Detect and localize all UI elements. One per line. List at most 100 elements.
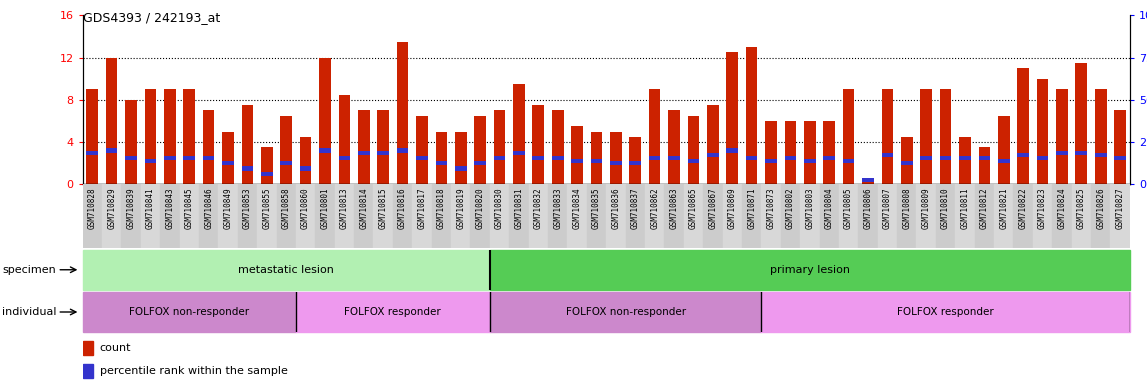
Text: GSM710802: GSM710802 <box>786 187 795 229</box>
Text: GSM710841: GSM710841 <box>146 187 155 229</box>
Bar <box>858 184 877 248</box>
Bar <box>1056 151 1068 155</box>
Bar <box>684 184 703 248</box>
Bar <box>920 156 933 160</box>
Bar <box>897 184 916 248</box>
Bar <box>242 105 253 184</box>
Text: GSM710832: GSM710832 <box>533 187 543 229</box>
Text: GSM710815: GSM710815 <box>379 187 388 229</box>
Text: GSM710805: GSM710805 <box>844 187 853 229</box>
Bar <box>804 121 816 184</box>
Bar <box>276 184 296 248</box>
Bar <box>262 172 273 176</box>
Bar <box>83 292 296 332</box>
Bar <box>571 159 583 163</box>
Bar <box>645 184 664 248</box>
Bar <box>610 161 622 165</box>
Bar <box>1032 184 1052 248</box>
Bar <box>959 156 970 160</box>
Text: count: count <box>100 343 131 353</box>
Bar <box>939 156 951 160</box>
Text: GSM710873: GSM710873 <box>766 187 775 229</box>
Text: GSM710863: GSM710863 <box>670 187 679 229</box>
Bar <box>1071 184 1091 248</box>
Bar <box>762 184 781 248</box>
Text: GSM710869: GSM710869 <box>727 187 736 229</box>
Text: GSM710831: GSM710831 <box>514 187 523 229</box>
Text: GSM710862: GSM710862 <box>650 187 660 229</box>
Bar <box>106 149 117 152</box>
Bar <box>785 156 796 160</box>
Text: GSM710860: GSM710860 <box>302 187 310 229</box>
Text: GSM710818: GSM710818 <box>437 187 446 229</box>
Text: GSM710835: GSM710835 <box>592 187 601 229</box>
Bar <box>781 184 801 248</box>
Text: GSM710843: GSM710843 <box>165 187 174 229</box>
Text: GSM710837: GSM710837 <box>631 187 640 229</box>
Text: GSM710871: GSM710871 <box>747 187 756 229</box>
Bar <box>315 184 335 248</box>
Text: GDS4393 / 242193_at: GDS4393 / 242193_at <box>83 12 220 25</box>
Bar <box>838 184 858 248</box>
Bar <box>669 156 680 160</box>
Text: FOLFOX non-responder: FOLFOX non-responder <box>130 307 249 317</box>
Bar <box>998 159 1009 163</box>
Text: individual: individual <box>2 307 57 317</box>
Text: GSM710865: GSM710865 <box>689 187 699 229</box>
Bar <box>1052 184 1071 248</box>
Bar <box>801 184 819 248</box>
Bar <box>319 58 330 184</box>
Bar <box>552 111 563 184</box>
Bar <box>843 89 855 184</box>
Bar <box>532 105 544 184</box>
Bar <box>819 184 838 248</box>
Bar <box>242 166 253 170</box>
Bar <box>374 184 393 248</box>
Bar <box>552 156 563 160</box>
Bar <box>1037 79 1048 184</box>
Bar <box>746 156 757 160</box>
Bar <box>765 159 777 163</box>
Bar <box>863 179 874 184</box>
Text: specimen: specimen <box>2 265 56 275</box>
Bar <box>412 184 431 248</box>
Text: GSM710836: GSM710836 <box>611 187 621 229</box>
Bar <box>377 111 389 184</box>
Text: GSM710803: GSM710803 <box>805 187 814 229</box>
Bar <box>688 159 700 163</box>
Bar <box>203 156 214 160</box>
Bar <box>122 184 141 248</box>
Bar <box>742 184 762 248</box>
Text: percentile rank within the sample: percentile rank within the sample <box>100 366 288 376</box>
Text: GSM710855: GSM710855 <box>263 187 272 229</box>
Text: GSM710811: GSM710811 <box>960 187 969 229</box>
Text: GSM710829: GSM710829 <box>107 187 116 229</box>
Text: GSM710822: GSM710822 <box>1019 187 1028 229</box>
Bar <box>455 131 467 184</box>
Text: GSM710816: GSM710816 <box>398 187 407 229</box>
Text: GSM710804: GSM710804 <box>825 187 834 229</box>
Bar <box>882 153 894 157</box>
Bar <box>1014 184 1032 248</box>
Bar <box>630 137 641 184</box>
Text: GSM710858: GSM710858 <box>282 187 290 229</box>
Bar <box>319 149 330 152</box>
Bar <box>102 184 122 248</box>
Text: FOLFOX responder: FOLFOX responder <box>344 307 442 317</box>
Bar <box>610 131 622 184</box>
Text: GSM710824: GSM710824 <box>1058 187 1067 229</box>
Text: GSM710867: GSM710867 <box>709 187 717 229</box>
Bar <box>900 137 913 184</box>
Bar <box>377 151 389 155</box>
Bar <box>1076 63 1087 184</box>
Bar <box>493 156 506 160</box>
Bar <box>83 341 93 355</box>
Bar <box>296 184 315 248</box>
Text: primary lesion: primary lesion <box>770 265 850 275</box>
Bar <box>765 121 777 184</box>
Bar <box>1114 111 1126 184</box>
Bar <box>939 89 951 184</box>
Bar <box>571 126 583 184</box>
Bar <box>723 184 742 248</box>
Text: GSM710801: GSM710801 <box>320 187 329 229</box>
